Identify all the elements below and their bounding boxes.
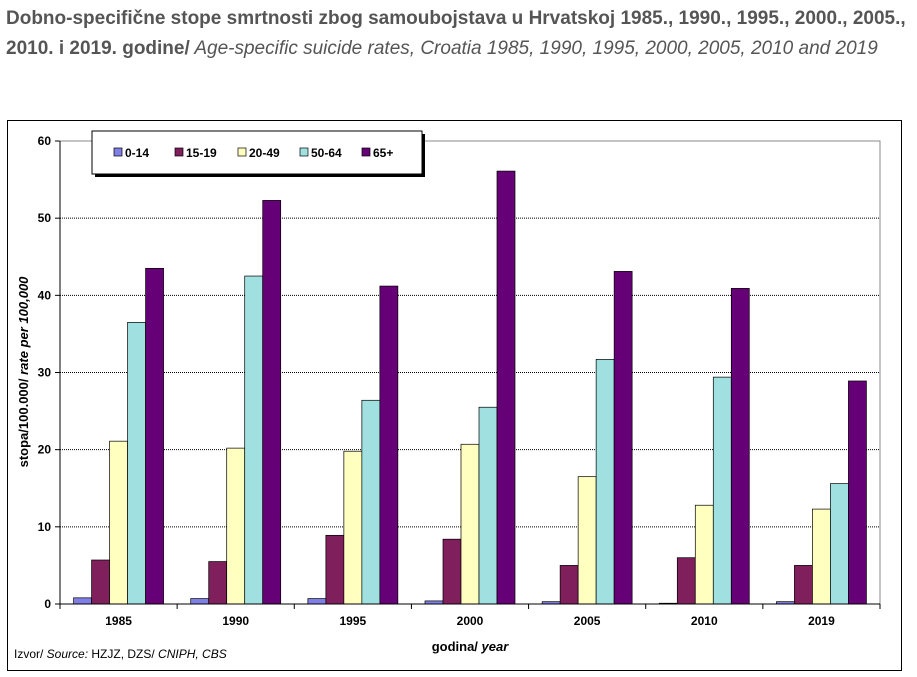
bar-50-64-2019 — [830, 483, 849, 605]
bar-65+-1990 — [262, 200, 282, 605]
legend-label-65+: 65+ — [373, 146, 393, 160]
legend-swatch-15-19 — [174, 147, 184, 157]
y-tick-label: 20 — [38, 443, 52, 457]
x-tick-label: 2005 — [574, 614, 601, 628]
bar-50-64-2010 — [712, 376, 732, 605]
bar-20-49-2005 — [577, 476, 597, 605]
chart-frame — [7, 120, 902, 671]
bar-65+-2010 — [730, 288, 750, 605]
title-main: Dobno-specifične stope smrtnosti zbog sa… — [6, 8, 906, 59]
bar-0-14-1995 — [307, 598, 327, 605]
legend-label-0-14: 0-14 — [125, 146, 149, 160]
x-tick-label: 2010 — [691, 614, 718, 628]
bar-15-19-1985 — [91, 559, 110, 605]
bar-15-19-2019 — [794, 565, 813, 605]
x-tick-label: 2019 — [808, 614, 835, 628]
legend-swatch-0-14 — [113, 147, 123, 157]
legend-swatch-50-64 — [299, 147, 309, 157]
y-tick-label: 60 — [38, 134, 52, 148]
bar-20-49-2019 — [812, 508, 831, 605]
bar-50-64-2000 — [478, 406, 498, 605]
y-tick-label: 10 — [38, 520, 52, 534]
bar-65+-2019 — [848, 380, 867, 605]
legend-swatch-20-49 — [237, 147, 247, 157]
bar-20-49-2000 — [460, 443, 480, 605]
bar-20-49-1990 — [226, 447, 246, 605]
source-note: Izvor/ Source: HZJZ, DZS/ CNIPH, CBS — [14, 647, 227, 661]
bar-65+-1995 — [379, 285, 399, 605]
bar-15-19-1995 — [325, 534, 345, 605]
bar-50-64-1985 — [127, 321, 146, 605]
bar-15-19-2005 — [559, 565, 579, 605]
x-tick-label: 1990 — [222, 614, 249, 628]
bar-20-49-1985 — [109, 440, 128, 605]
bar-20-49-1995 — [343, 450, 363, 605]
bar-0-14-1990 — [190, 598, 210, 605]
x-tick-label: 1985 — [105, 614, 132, 628]
x-axis-label: godina/ year — [432, 639, 510, 654]
y-axis-label: stopa/100.000/ rate per 100,000 — [16, 276, 31, 468]
bar-0-14-1985 — [73, 597, 92, 605]
y-tick-label: 50 — [38, 211, 52, 225]
bar-50-64-1990 — [244, 275, 264, 605]
legend-label-20-49: 20-49 — [249, 146, 280, 160]
bar-65+-1985 — [145, 267, 164, 605]
source-prefix: Izvor/ — [14, 647, 47, 661]
bar-50-64-1995 — [361, 399, 381, 605]
x-tick-label: 2000 — [457, 614, 484, 628]
legend-label-15-19: 15-19 — [186, 146, 217, 160]
source-text: HZJZ, DZS/ — [88, 647, 159, 661]
legend-swatch-65+ — [361, 147, 371, 157]
y-tick-label: 0 — [44, 597, 51, 611]
bar-20-49-2010 — [694, 504, 714, 605]
bar-50-64-2005 — [595, 359, 615, 605]
legend-label-50-64: 50-64 — [311, 146, 342, 160]
y-tick-label: 40 — [38, 288, 52, 302]
x-tick-label: 1995 — [340, 614, 367, 628]
bar-15-19-2010 — [676, 557, 696, 605]
source-label: Source: — [46, 647, 89, 661]
bar-15-19-2000 — [442, 538, 462, 605]
y-tick-label: 30 — [38, 366, 52, 380]
bar-65+-2005 — [613, 271, 633, 605]
title-english: Age-specific suicide rates, Croatia 1985… — [189, 38, 878, 59]
bar-15-19-1990 — [208, 561, 228, 605]
chart-title: Dobno-specifične stope smrtnosti zbog sa… — [6, 4, 911, 64]
bar-65+-2000 — [496, 170, 516, 605]
source-text-en: CNIPH, CBS — [158, 647, 227, 661]
